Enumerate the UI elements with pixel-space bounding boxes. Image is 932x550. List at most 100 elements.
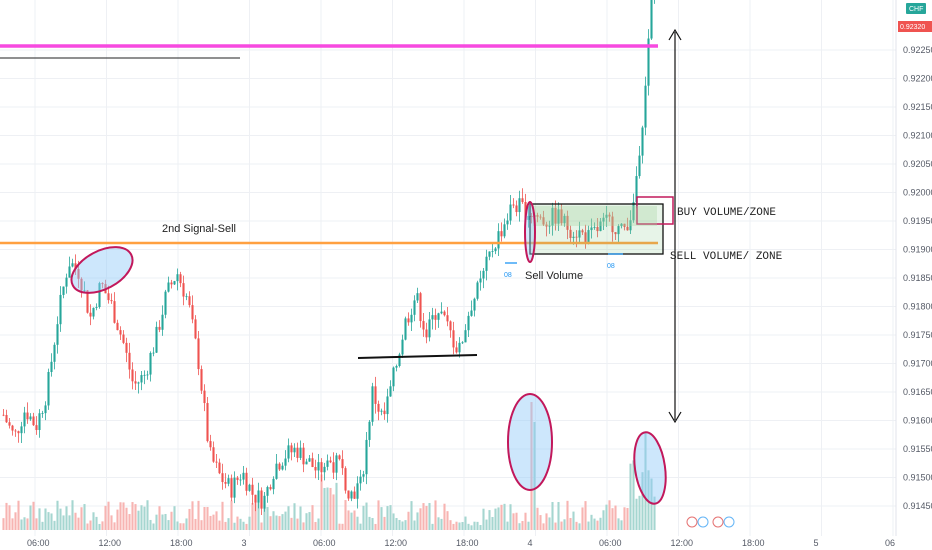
- volume-bar: [458, 522, 461, 530]
- candle-body: [335, 455, 338, 473]
- candle-body: [308, 458, 311, 462]
- volume-bar: [92, 512, 95, 530]
- x-tick-label: 12:00: [385, 538, 408, 548]
- volume-bar: [98, 523, 101, 530]
- volume-bar: [566, 500, 569, 530]
- candle-body: [629, 220, 632, 231]
- volume-bar: [116, 509, 119, 530]
- volume-bar: [197, 500, 200, 530]
- range-arrow-head-bottom: [668, 411, 682, 424]
- candle-body: [563, 215, 566, 224]
- volume-bar: [584, 501, 587, 530]
- volume-bar: [344, 500, 347, 530]
- volume-bar: [641, 472, 644, 530]
- volume-bar: [329, 487, 332, 530]
- candle-body: [626, 226, 629, 231]
- candle-body: [281, 465, 284, 470]
- volume-bar: [206, 506, 209, 530]
- volume-bar: [581, 507, 584, 530]
- candle-body: [506, 220, 509, 225]
- candle-body: [353, 491, 356, 499]
- volume-bar: [176, 521, 179, 530]
- volume-bar: [554, 522, 557, 530]
- candle-body: [101, 283, 104, 285]
- sell-zone-annotation: SELL VOLUME/ ZONE: [670, 251, 783, 263]
- candle-body: [215, 461, 218, 463]
- candle-body: [569, 229, 572, 238]
- candle-body: [587, 230, 590, 244]
- volume-bar: [587, 521, 590, 530]
- volume-bar: [317, 518, 320, 530]
- candle-body: [422, 321, 425, 330]
- candle-body: [158, 326, 161, 330]
- candle-body: [68, 266, 71, 278]
- volume-bar: [386, 506, 389, 530]
- volume-bar: [506, 521, 509, 530]
- volume-bar: [239, 518, 242, 530]
- candle-body: [23, 412, 26, 427]
- candle-body: [518, 198, 521, 213]
- volume-bar: [107, 501, 110, 530]
- volume-bar: [605, 504, 608, 530]
- x-tick-label: 4: [528, 538, 533, 548]
- volume-bar: [530, 402, 533, 530]
- volume-bar: [401, 521, 404, 530]
- candle-body: [137, 382, 140, 384]
- volume-bar: [407, 511, 410, 530]
- x-tick-label: 18:00: [456, 538, 479, 548]
- candle-body: [317, 462, 320, 471]
- candle-body: [515, 205, 518, 213]
- candle-body: [200, 369, 203, 391]
- volume-bar: [545, 513, 548, 530]
- candle-body: [437, 313, 440, 320]
- candle-body: [50, 361, 53, 372]
- candle-body: [323, 466, 326, 473]
- volume-bar: [569, 518, 572, 530]
- volume-bar: [41, 521, 44, 530]
- candle-body: [128, 352, 131, 370]
- volume-bar: [434, 500, 437, 530]
- volume-bar: [413, 520, 416, 530]
- volume-bar: [488, 510, 491, 530]
- candle-body: [11, 425, 14, 431]
- volume-bar: [563, 519, 566, 530]
- candle-body: [185, 296, 188, 298]
- candle-body: [20, 426, 23, 434]
- event-flag-icons[interactable]: [686, 516, 735, 528]
- volume-bar: [122, 502, 125, 530]
- volume-bar: [476, 521, 479, 530]
- candle-body: [452, 330, 455, 348]
- candle-body: [53, 344, 56, 362]
- candle-body: [446, 315, 449, 322]
- volume-bar: [359, 523, 362, 530]
- volume-bar: [485, 519, 488, 530]
- volume-bar: [200, 520, 203, 530]
- volume-bar: [419, 508, 422, 530]
- candle-body: [5, 414, 8, 423]
- candle-body: [320, 462, 323, 473]
- candle-body: [62, 286, 65, 295]
- volume-bar: [194, 518, 197, 530]
- volume-bar: [146, 500, 149, 530]
- candle-body: [566, 215, 569, 230]
- candle-body: [239, 479, 242, 481]
- candle-body: [305, 461, 308, 465]
- event-flag-icon: [723, 516, 735, 528]
- volume-bar: [446, 511, 449, 530]
- candle-body: [302, 447, 305, 465]
- volume-bar: [548, 517, 551, 530]
- volume-bar: [362, 505, 365, 530]
- candle-body: [479, 278, 482, 283]
- volume-bar: [497, 507, 500, 530]
- candle-body: [152, 352, 155, 354]
- candle-body: [590, 227, 593, 231]
- candle-body: [197, 338, 200, 370]
- volume-bar: [101, 521, 104, 530]
